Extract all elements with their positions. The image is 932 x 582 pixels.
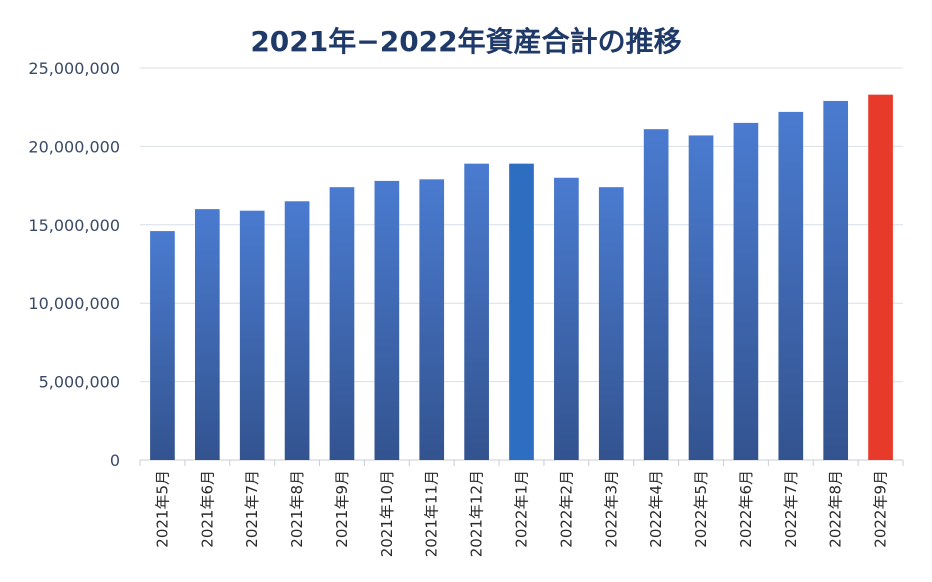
bar-10 — [554, 177, 579, 460]
x-tick-label: 2022年7月 — [782, 470, 800, 548]
x-tick-label: 2021年9月 — [333, 470, 351, 548]
x-tick-label: 2022年8月 — [827, 470, 845, 548]
bar-12 — [643, 129, 669, 461]
x-tick-label: 2021年8月 — [288, 470, 306, 548]
x-tick-label: 2022年3月 — [602, 470, 620, 548]
x-tick-label: 2022年6月 — [737, 470, 755, 548]
y-tick-label: 10,000,000 — [28, 294, 120, 313]
x-tick-label: 2021年6月 — [198, 470, 216, 548]
bar-14 — [733, 122, 759, 460]
bar-15 — [778, 111, 804, 461]
bar-9 — [509, 163, 534, 460]
bar-7 — [419, 179, 445, 460]
y-tick-label: 5,000,000 — [39, 373, 120, 392]
bar-17 — [868, 94, 893, 460]
bar-16 — [823, 100, 849, 460]
y-tick-label: 25,000,000 — [28, 59, 120, 78]
y-axis: 0 5,000,000 10,000,000 15,000,000 20,000,000… — [28, 59, 120, 470]
bar-4 — [284, 201, 310, 460]
x-tick-label: 2022年4月 — [647, 470, 665, 548]
x-tick-label: 2021年12月 — [468, 470, 486, 557]
x-axis: 2021年5月 2021年6月 2021年7月 2021年8月 2021年9月 2021年… — [139, 460, 904, 557]
chart-title: 2021年−2022年資産合計の推移 — [250, 25, 682, 58]
bar-1 — [150, 231, 175, 460]
x-tick-label: 2022年5月 — [692, 470, 710, 548]
x-tick-label: 2021年7月 — [243, 470, 261, 548]
bar-2 — [194, 209, 220, 460]
x-tick-label: 2022年2月 — [557, 470, 575, 548]
x-tick-label: 2021年5月 — [153, 470, 171, 548]
bar-11 — [598, 187, 624, 460]
x-tick-label: 2021年11月 — [423, 470, 441, 557]
y-tick-label: 15,000,000 — [28, 216, 120, 235]
bar-13 — [688, 135, 714, 460]
bars — [150, 94, 893, 461]
bar-3 — [239, 210, 265, 460]
y-tick-label: 0 — [110, 451, 120, 470]
x-tick-label: 2022年1月 — [513, 470, 531, 548]
x-tick-label: 2021年10月 — [378, 470, 396, 557]
bar-6 — [374, 180, 400, 460]
x-tick-label: 2022年9月 — [872, 470, 890, 548]
bar-8 — [464, 163, 489, 460]
y-tick-label: 20,000,000 — [28, 137, 120, 156]
bar-5 — [329, 187, 355, 460]
